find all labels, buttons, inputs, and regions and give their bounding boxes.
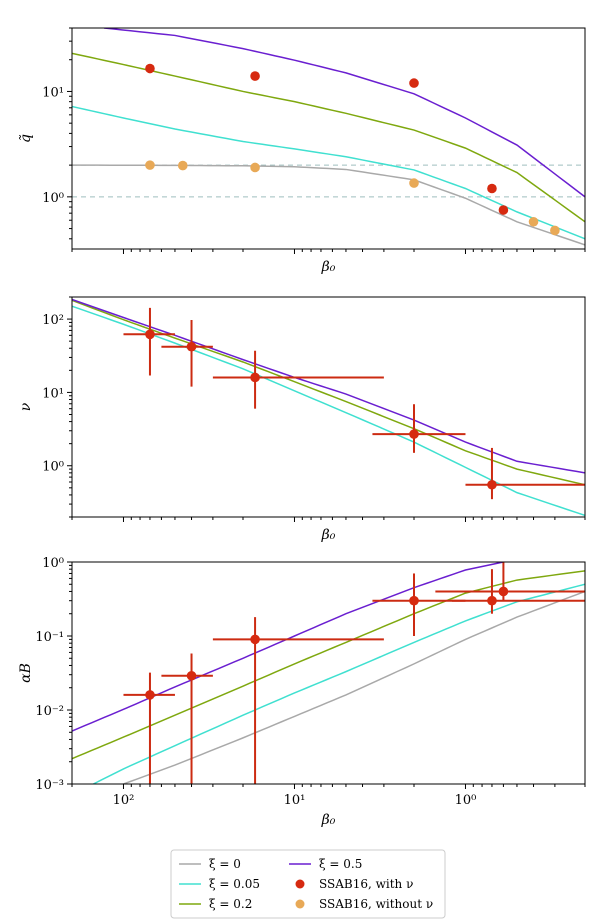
legend-marker bbox=[295, 899, 305, 909]
series-line--0-5 bbox=[72, 562, 504, 732]
legend-entry: ξ = 0 bbox=[179, 857, 241, 871]
series-line--0-5 bbox=[103, 28, 585, 198]
legend-label: SSAB16, with ν bbox=[319, 877, 413, 891]
legend-entry: ξ = 0.05 bbox=[179, 877, 260, 891]
data-point bbox=[550, 225, 560, 236]
series-line--0-05 bbox=[93, 583, 585, 784]
axes-frame bbox=[71, 27, 586, 250]
series-line--0-2 bbox=[72, 299, 585, 486]
x-tick-label: 10¹ bbox=[284, 793, 306, 808]
data-point bbox=[250, 634, 260, 645]
data-point bbox=[498, 586, 509, 597]
data-point bbox=[487, 595, 497, 606]
panel-q-tilde: 10⁰ 10¹ β₀ q̃ bbox=[18, 27, 586, 275]
data-point bbox=[250, 162, 260, 173]
data-point bbox=[145, 160, 155, 170]
legend-entry: ξ = 0.2 bbox=[179, 897, 252, 911]
y-tick-label: 10⁻¹ bbox=[35, 630, 64, 645]
axes-frame bbox=[71, 296, 586, 518]
legend-label: ξ = 0.5 bbox=[319, 857, 362, 871]
legend-label: ξ = 0.2 bbox=[209, 897, 252, 911]
data-point bbox=[145, 63, 155, 74]
data-point bbox=[409, 178, 419, 188]
series-line--0-2 bbox=[72, 570, 585, 760]
data-point bbox=[186, 670, 197, 681]
x-axis-label: β₀ bbox=[321, 259, 336, 275]
data-point bbox=[409, 429, 419, 439]
data-point bbox=[409, 595, 419, 606]
legend: ξ = 0 ξ = 0.5 ξ = 0.05 SSAB16, with ν ξ = 0.… bbox=[170, 849, 446, 919]
data-point bbox=[177, 160, 188, 171]
series-line--0 bbox=[72, 164, 585, 246]
data-point bbox=[528, 216, 539, 227]
data-point bbox=[250, 71, 260, 81]
y-axis-label: αB bbox=[18, 663, 34, 683]
legend-entry: ξ = 0.5 bbox=[289, 857, 362, 871]
y-tick-label: 10¹ bbox=[42, 85, 64, 100]
data-point bbox=[145, 329, 155, 340]
panel-nu: 10⁰ 10¹ 10² β₀ ν bbox=[18, 296, 586, 543]
data-point bbox=[487, 183, 497, 194]
x-tick-label: 10⁰ bbox=[455, 793, 477, 808]
axes-frame bbox=[71, 561, 586, 785]
y-tick-label: 10⁻² bbox=[35, 704, 64, 719]
x-axis-label: β₀ bbox=[321, 812, 336, 828]
plot-area bbox=[72, 562, 585, 784]
plot-area bbox=[72, 28, 585, 246]
data-point bbox=[409, 78, 419, 88]
legend-marker bbox=[295, 879, 305, 889]
legend-label: ξ = 0 bbox=[209, 857, 241, 871]
x-tick-label: 10² bbox=[113, 793, 135, 808]
data-point bbox=[186, 341, 197, 352]
panel-alpha-b: 10⁻³ 10⁻² 10⁻¹ 10⁰ 10² 10¹ 10⁰ β₀ αB bbox=[18, 556, 586, 828]
y-tick-label: 10⁰ bbox=[42, 556, 64, 571]
y-axis-label: q̃ bbox=[18, 134, 34, 143]
legend-entry: SSAB16, without ν bbox=[295, 897, 433, 911]
data-point bbox=[498, 205, 509, 215]
plot-area bbox=[72, 298, 585, 517]
y-tick-label: 10⁰ bbox=[42, 191, 64, 206]
legend-label: SSAB16, without ν bbox=[319, 897, 433, 911]
legend-entry: SSAB16, with ν bbox=[295, 877, 413, 891]
x-axis-label: β₀ bbox=[321, 527, 336, 543]
y-tick-label: 10² bbox=[42, 313, 64, 328]
legend-label: ξ = 0.05 bbox=[209, 877, 260, 891]
data-point bbox=[250, 372, 260, 383]
y-tick-label: 10⁰ bbox=[42, 460, 64, 475]
data-point bbox=[487, 479, 497, 490]
y-tick-label: 10¹ bbox=[42, 386, 64, 401]
data-point bbox=[145, 690, 155, 700]
series-line--0 bbox=[123, 590, 585, 784]
legend-box bbox=[170, 849, 446, 919]
y-tick-label: 10⁻³ bbox=[35, 778, 64, 793]
y-axis-label: ν bbox=[18, 402, 34, 411]
series-line--0-5 bbox=[72, 298, 585, 474]
series-line--0-05 bbox=[72, 105, 585, 240]
